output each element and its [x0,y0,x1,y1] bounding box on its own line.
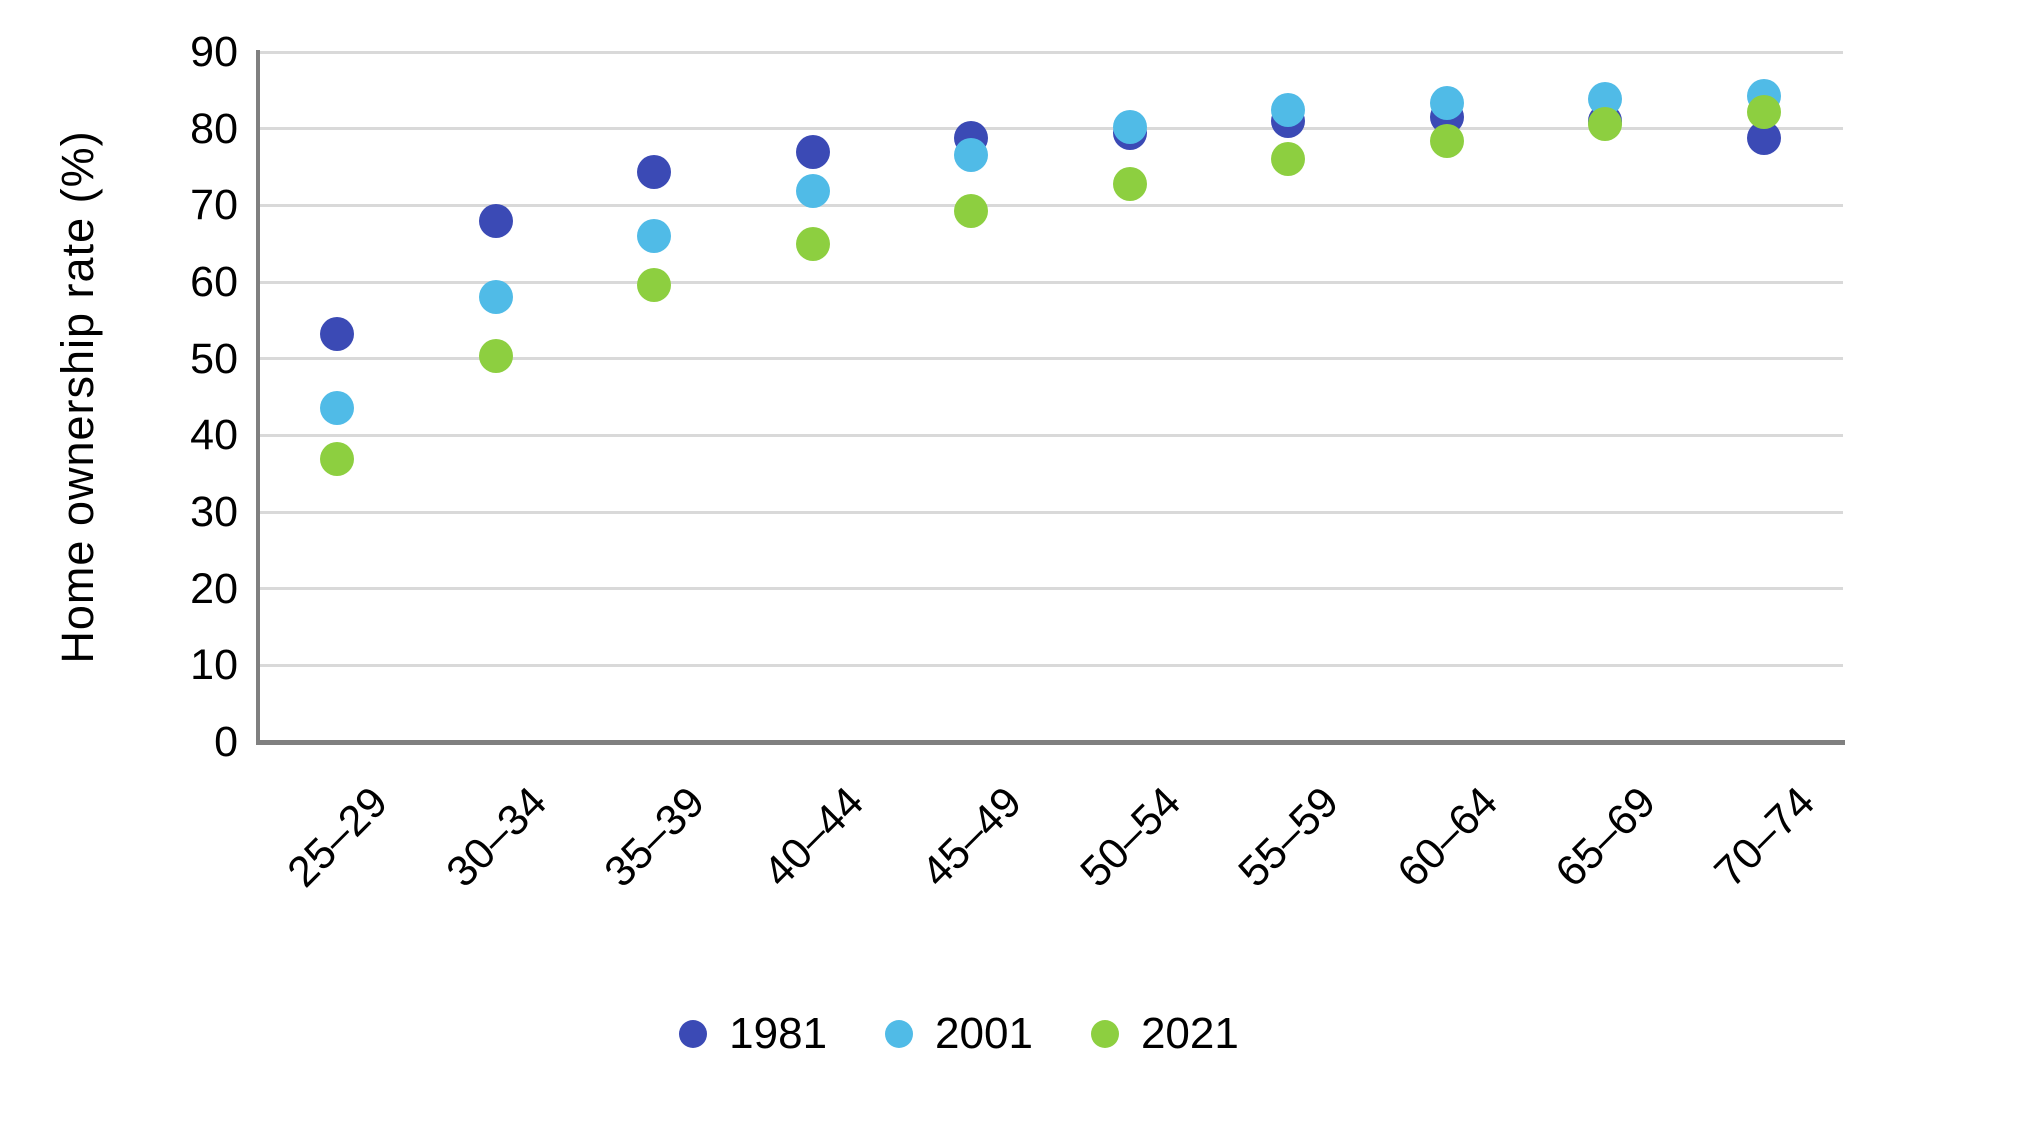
y-tick-label: 10 [190,641,238,690]
legend-label: 2001 [935,1009,1033,1058]
gridline [258,587,1843,591]
y-tick-label: 0 [214,718,238,766]
data-point-2021 [1429,123,1464,158]
gridline [258,127,1843,131]
legend-marker-icon [885,1020,914,1048]
data-point-2021 [954,193,989,228]
gridline [258,203,1843,207]
legend: 1981 2001 2021 [0,1004,1978,1064]
data-point-2001 [1271,93,1306,128]
data-point-2021 [795,227,830,262]
y-tick-label: 70 [190,181,238,230]
legend-marker-icon [1090,1020,1119,1048]
data-point-2001 [1429,86,1464,121]
y-tick-label: 50 [190,334,238,383]
y-tick-label: 40 [190,411,238,460]
data-point-2021 [320,442,355,477]
gridline [258,357,1843,361]
data-point-1981 [637,154,672,189]
data-point-2021 [478,339,513,374]
data-point-2021 [1271,141,1306,176]
legend-item-2001: 2001 [885,1009,1033,1059]
data-point-2021 [1746,94,1781,129]
data-point-2021 [1112,166,1147,201]
data-point-2001 [320,390,355,425]
data-point-2021 [637,268,672,303]
y-tick-label: 20 [190,564,238,613]
y-axis-line [256,50,260,744]
legend-label: 2021 [1140,1009,1239,1058]
gridline [258,433,1843,437]
gridline [258,50,1843,54]
data-point-1981 [795,134,830,169]
y-axis-title: Home ownership rate (%) [52,130,103,664]
y-tick-label: 30 [190,488,238,536]
data-point-1981 [320,317,355,352]
plot-area [258,50,1843,742]
data-point-2001 [637,219,672,253]
gridline [258,663,1843,667]
gridline [258,510,1843,514]
legend-item-1981: 1981 [679,1009,827,1059]
legend-item-2021: 2021 [1090,1009,1239,1059]
y-tick-label: 60 [190,258,238,306]
data-point-2021 [1588,107,1623,142]
data-point-2001 [478,280,513,315]
y-tick-label: 80 [190,104,238,153]
data-point-2001 [954,137,989,172]
data-point-1981 [478,203,513,238]
y-tick-label: 90 [190,28,238,76]
legend-marker-icon [679,1020,708,1048]
data-point-2001 [795,173,830,208]
x-axis-line [256,740,1845,745]
legend-label: 1981 [729,1009,828,1058]
data-point-2001 [1112,110,1147,145]
gridline [258,280,1843,284]
